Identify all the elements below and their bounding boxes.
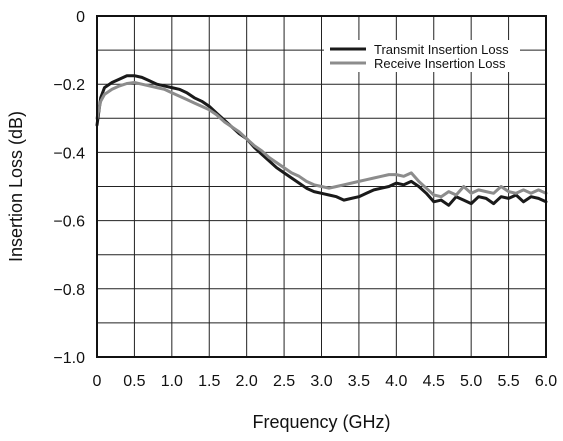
x-tick-label: 2.5 xyxy=(273,373,295,390)
x-tick-label: 3.5 xyxy=(348,373,370,390)
series-line-receive xyxy=(95,81,548,199)
x-tick-label: 1.5 xyxy=(198,373,220,390)
x-tick-label: 4.0 xyxy=(385,373,407,390)
x-tick-label: 6.0 xyxy=(535,373,557,390)
series-lines xyxy=(95,74,548,207)
y-tick-label: 0 xyxy=(76,9,85,26)
x-tick-label: 4.5 xyxy=(423,373,445,390)
x-tick-label: 2.0 xyxy=(236,373,258,390)
series-line-transmit xyxy=(95,74,548,207)
plot-frame xyxy=(96,15,547,358)
x-tick-label: 0 xyxy=(93,373,102,390)
y-tick-label: −0.4 xyxy=(53,145,85,162)
legend-box xyxy=(324,40,520,72)
grid xyxy=(97,16,546,357)
legend: Transmit Insertion Loss Receive Insertio… xyxy=(324,40,520,72)
x-tick-label: 0.5 xyxy=(123,373,145,390)
x-axis-title: Frequency (GHz) xyxy=(252,412,390,432)
x-tick-label: 5.0 xyxy=(460,373,482,390)
x-tick-labels: 0 0.5 1.0 1.5 2.0 2.5 3.0 3.5 4.0 4.5 5.0 5.5 6.0 xyxy=(93,373,558,390)
x-tick-label: 5.5 xyxy=(497,373,519,390)
y-axis-title: Insertion Loss (dB) xyxy=(6,111,26,262)
y-tick-label: −1.0 xyxy=(53,350,85,367)
y-tick-label: −0.8 xyxy=(53,282,85,299)
y-tick-label: −0.2 xyxy=(53,77,85,94)
legend-label-transmit: Transmit Insertion Loss xyxy=(374,42,509,57)
x-tick-label: 3.0 xyxy=(310,373,332,390)
x-tick-label: 1.0 xyxy=(161,373,183,390)
legend-label-receive: Receive Insertion Loss xyxy=(374,56,506,71)
y-tick-labels: 0 −0.2 −0.4 −0.6 −0.8 −1.0 xyxy=(53,9,85,367)
y-tick-label: −0.6 xyxy=(53,214,85,231)
